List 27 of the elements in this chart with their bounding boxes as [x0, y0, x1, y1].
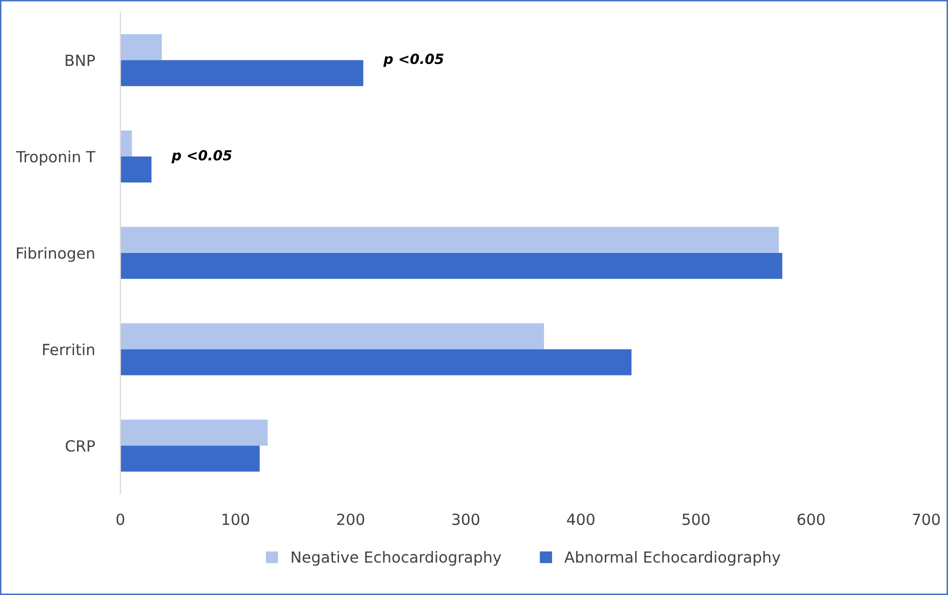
legend-label: Negative Echocardiography: [292, 550, 502, 566]
y-tick-label: CRP: [66, 440, 95, 452]
bar: [120, 156, 152, 183]
y-tick-label: BNP: [66, 54, 95, 66]
x-tick-label: 300: [452, 514, 480, 526]
x-tick-label: 600: [798, 514, 825, 526]
annotation: p <0.05: [383, 54, 444, 67]
bar: [120, 226, 779, 253]
x-tick-label: 0: [116, 514, 124, 526]
annotation: p <0.05: [171, 150, 232, 164]
bar: [120, 349, 632, 376]
bar: [120, 446, 260, 472]
bar: [120, 60, 364, 86]
y-tick-label: Fibrinogen: [16, 247, 94, 262]
x-tick-label: 700: [912, 514, 940, 526]
x-tick-label: 400: [567, 514, 594, 526]
x-tick-label: 100: [222, 514, 250, 526]
bar: [120, 252, 782, 279]
x-tick-label: 500: [682, 514, 710, 526]
bar: [120, 323, 544, 350]
bar: [120, 34, 162, 60]
y-tick-label: Troponin T: [16, 150, 96, 166]
bar: [120, 420, 268, 446]
legend-label: Abnormal Echocardiography: [564, 550, 780, 566]
y-tick-label: Ferritin: [43, 343, 94, 356]
x-tick-label: 200: [337, 514, 364, 526]
bar: [120, 130, 132, 156]
